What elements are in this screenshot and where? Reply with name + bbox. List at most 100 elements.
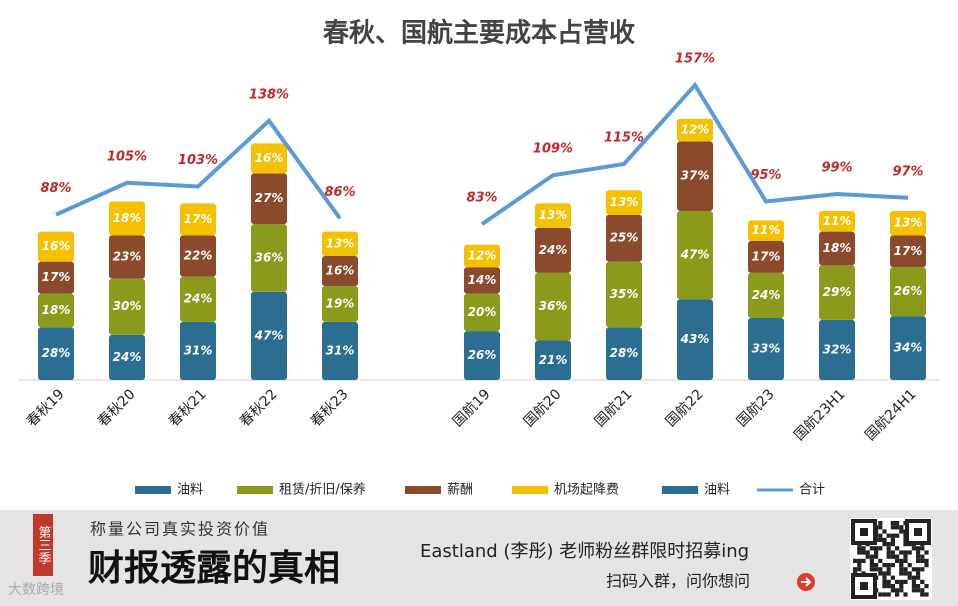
qr-cell: [907, 575, 912, 580]
segment-label: 13%: [539, 208, 568, 222]
bar-segment: [38, 261, 74, 294]
segment-label: 28%: [42, 346, 71, 360]
segment-label: 11%: [823, 214, 852, 228]
segment-label: 29%: [823, 285, 852, 299]
qr-cell: [878, 533, 883, 538]
total-label: 97%: [892, 164, 923, 179]
qr-cell: [869, 567, 874, 572]
qr-cell: [907, 563, 912, 568]
qr-cell: [874, 550, 879, 555]
qr-cell: [903, 554, 908, 559]
qr-cell: [920, 558, 925, 563]
qr-cell: [874, 554, 879, 559]
qr-cell: [916, 550, 921, 555]
qr-cell: [882, 584, 887, 589]
qr-cell: [916, 558, 921, 563]
total-label: 103%: [178, 153, 218, 168]
qr-cell: [886, 567, 891, 572]
segment-label: 21%: [539, 353, 568, 367]
segment-label: 23%: [113, 249, 142, 263]
bar-segment: [535, 272, 571, 341]
qr-cell: [857, 558, 862, 563]
segment-label: 24%: [752, 288, 781, 302]
total-label: 83%: [466, 191, 497, 206]
qr-cell: [857, 563, 862, 568]
bar-segment: [677, 299, 713, 380]
qr-cell: [924, 550, 929, 555]
qr-cell: [895, 533, 900, 538]
qr-cell: [920, 579, 925, 584]
qr-cell: [899, 550, 904, 555]
qr-cell: [911, 575, 916, 580]
segment-label: 28%: [610, 346, 639, 360]
total-label: 109%: [533, 142, 573, 157]
legend-label: 薪酬: [447, 483, 473, 498]
segment-label: 30%: [113, 299, 142, 313]
segment-label: 24%: [539, 243, 568, 257]
qr-cell: [911, 584, 916, 589]
x-tick-label: 国航20: [521, 386, 565, 430]
segment-label: 19%: [326, 296, 355, 310]
qr-cell: [882, 592, 887, 597]
qr-cell: [895, 525, 900, 530]
qr-cell: [882, 563, 887, 568]
segment-label: 18%: [42, 303, 71, 317]
bar-segment: [890, 210, 926, 236]
qr-cell: [899, 529, 904, 534]
segment-label: 11%: [752, 223, 781, 237]
qr-cell: [916, 584, 921, 589]
qr-cell: [895, 592, 900, 597]
segment-label: 16%: [42, 239, 71, 253]
bar-segment: [109, 235, 145, 279]
bar-segment: [38, 293, 74, 328]
qr-cell: [882, 571, 887, 576]
bar-segment: [606, 190, 642, 215]
qr-cell: [878, 521, 883, 526]
qr-cell: [886, 542, 891, 547]
qr-cell: [916, 571, 921, 576]
qr-cell: [886, 550, 891, 555]
segment-label: 47%: [254, 328, 284, 342]
qr-cell: [924, 558, 929, 563]
segment-label: 22%: [184, 249, 213, 263]
segment-label: 16%: [326, 264, 355, 278]
qr-cell: [886, 533, 891, 538]
x-tick-label: 春秋19: [24, 386, 68, 430]
segment-label: 32%: [823, 342, 852, 356]
bar-segment: [748, 240, 784, 273]
segment-label: 26%: [894, 284, 923, 298]
bar-segment: [251, 291, 287, 380]
qr-cell: [899, 579, 904, 584]
bar-segment: [464, 331, 500, 380]
qr-cell: [911, 567, 916, 572]
qr-cell: [903, 571, 908, 576]
segment-label: 26%: [468, 348, 497, 362]
qr-cell: [890, 575, 895, 580]
qr-cell: [886, 554, 891, 559]
qr-cell: [874, 567, 879, 572]
segment-label: 43%: [680, 332, 710, 346]
qr-cell: [903, 592, 908, 597]
qr-cell: [878, 537, 883, 542]
bar-segment: [464, 293, 500, 332]
qr-cell: [916, 554, 921, 559]
qr-cell: [899, 571, 904, 576]
qr-cell: [924, 563, 929, 568]
qr-cell: [878, 592, 883, 597]
qr-cell: [861, 550, 866, 555]
total-label: 86%: [324, 185, 355, 200]
qr-cell: [857, 546, 862, 551]
qr-code: [850, 518, 932, 600]
banner: [0, 510, 958, 606]
qr-cell: [899, 588, 904, 593]
qr-cell: [903, 567, 908, 572]
legend-swatch: [135, 486, 171, 494]
bar-segment: [251, 224, 287, 292]
qr-cell: [899, 558, 904, 563]
qr-corner-dot: [860, 528, 868, 536]
bar-segment: [606, 214, 642, 262]
watermark: 大数跨境: [8, 582, 64, 598]
qr-cell: [895, 546, 900, 551]
qr-cell: [874, 563, 879, 568]
